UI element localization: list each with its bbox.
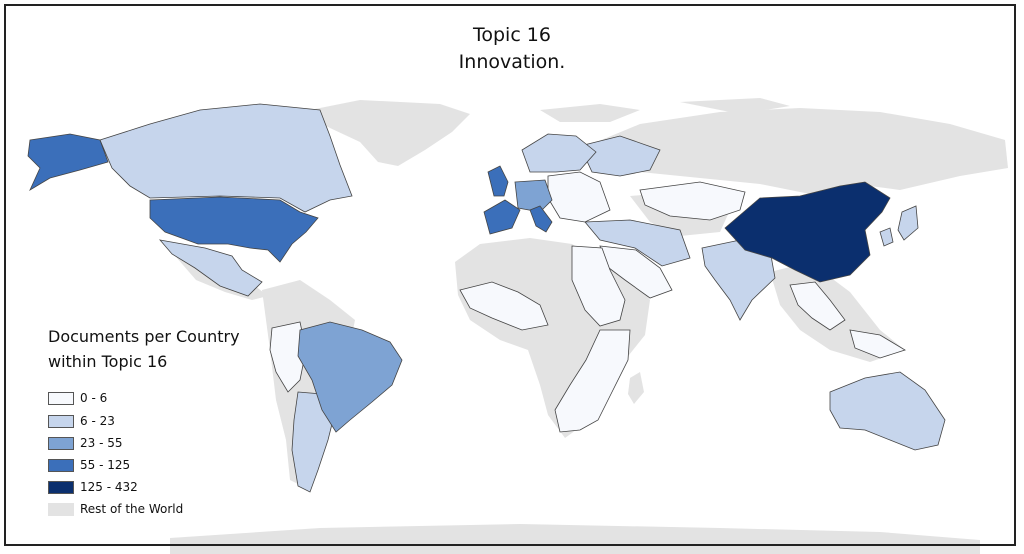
country-korea-japan xyxy=(879,205,919,247)
legend-label: 6 - 23 xyxy=(80,414,115,428)
country-australia xyxy=(829,371,946,451)
legend-item-0: 0 - 6 xyxy=(48,390,107,406)
country-alaska xyxy=(27,133,109,192)
greenland-shape xyxy=(300,100,470,166)
country-southeast-asia xyxy=(789,281,906,359)
map-title: Topic 16 xyxy=(472,24,551,46)
legend-label: 125 - 432 xyxy=(80,480,138,494)
country-germany-region xyxy=(514,179,553,213)
legend-item-3: 55 - 125 xyxy=(48,457,130,473)
legend-swatch xyxy=(48,391,74,405)
country-china xyxy=(724,181,891,283)
legend-item-1: 6 - 23 xyxy=(48,413,115,429)
legend-swatch xyxy=(48,414,74,428)
arctic-islands-shape xyxy=(540,98,790,122)
legend-title-line-2: within Topic 16 xyxy=(48,352,168,371)
legend-swatch xyxy=(48,502,74,516)
legend-title-line-1: Documents per Country xyxy=(48,327,240,346)
legend-swatch xyxy=(48,436,74,450)
legend-swatch xyxy=(48,458,74,472)
country-kazakhstan xyxy=(639,181,746,221)
country-layer xyxy=(27,103,946,493)
legend-title: Documents per Country within Topic 16 xyxy=(48,324,240,374)
country-africa-west xyxy=(459,281,549,331)
legend-label: 55 - 125 xyxy=(80,458,131,472)
legend-label: Rest of the World xyxy=(80,502,184,516)
legend-label: 23 - 55 xyxy=(80,436,123,450)
country-scandinavia xyxy=(521,133,597,173)
country-united-kingdom xyxy=(487,165,509,197)
country-spain-france xyxy=(483,199,521,235)
antarctica-shape xyxy=(170,524,980,554)
russia-north-shape xyxy=(582,108,1008,196)
country-italy xyxy=(529,205,553,233)
country-russia xyxy=(579,135,661,177)
country-africa-east xyxy=(554,329,631,433)
country-africa-north xyxy=(571,245,626,327)
country-south-america-mid xyxy=(269,321,307,393)
legend-item-4: 125 - 432 xyxy=(48,479,138,495)
map-subtitle: Innovation. xyxy=(458,51,566,73)
legend-item-5: Rest of the World xyxy=(48,501,183,517)
country-turkey-iran xyxy=(584,219,691,267)
country-brazil xyxy=(297,321,403,433)
legend-item-2: 23 - 55 xyxy=(48,435,123,451)
madagascar-shape xyxy=(628,372,644,404)
country-mexico xyxy=(158,239,263,297)
country-canada xyxy=(99,103,353,213)
figure-border xyxy=(4,4,1016,546)
legend-swatch xyxy=(48,480,74,494)
country-united-states xyxy=(149,196,319,263)
legend-label: 0 - 6 xyxy=(80,391,108,405)
